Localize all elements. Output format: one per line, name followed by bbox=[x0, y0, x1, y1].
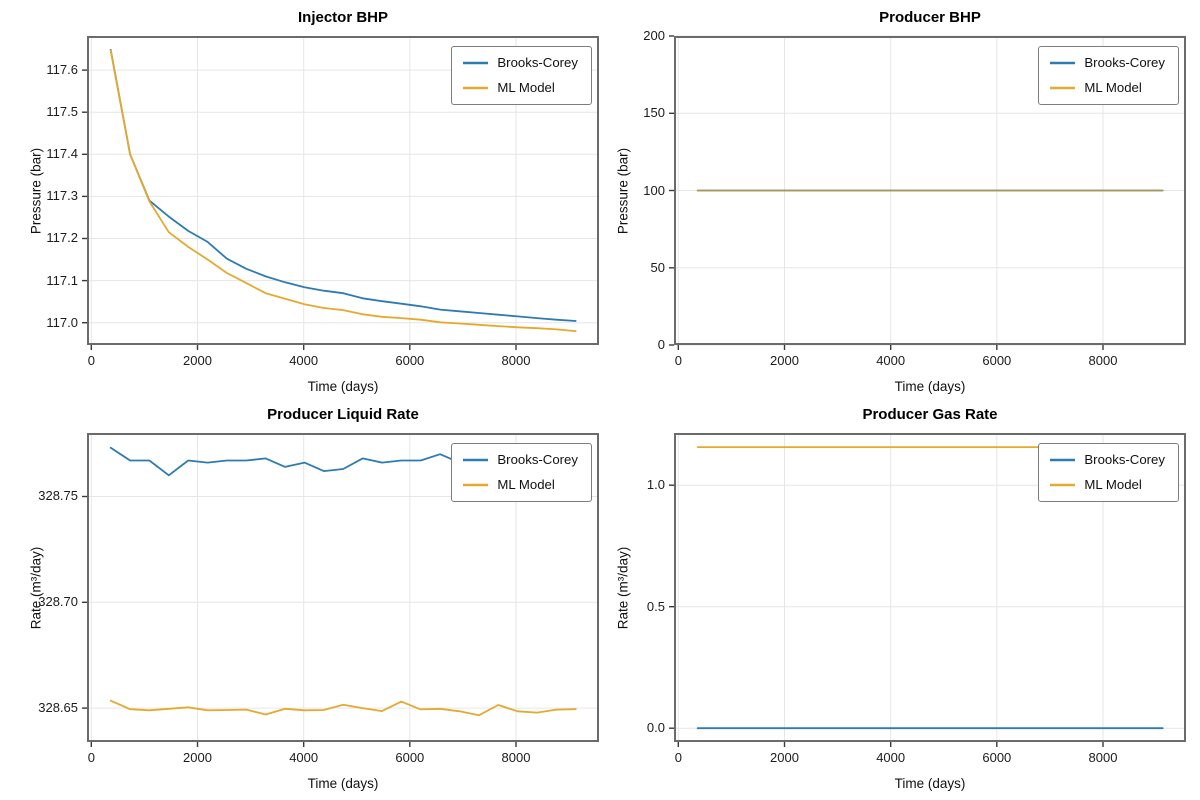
x-tick-label: 0 bbox=[674, 750, 682, 765]
legend-line-sample bbox=[1050, 483, 1076, 486]
x-axis-label: Time (days) bbox=[894, 379, 966, 394]
legend-line-sample bbox=[463, 458, 489, 461]
legend-entry-label: Brooks-Corey bbox=[1084, 452, 1165, 467]
legend-entry-label: ML Model bbox=[1084, 80, 1142, 95]
x-tick-label: 0 bbox=[87, 750, 95, 765]
plot-frame bbox=[87, 36, 599, 345]
y-tick-label: 117.5 bbox=[46, 104, 78, 120]
legend-entry-label: Brooks-Corey bbox=[497, 452, 578, 467]
legend: Brooks-Corey ML Model bbox=[451, 443, 592, 502]
legend: Brooks-Corey ML Model bbox=[1038, 443, 1179, 502]
y-tick-label: 100 bbox=[643, 182, 665, 198]
legend-entry: Brooks-Corey bbox=[1050, 452, 1165, 467]
tick-marks bbox=[669, 35, 1104, 350]
legend-line-sample bbox=[1050, 86, 1076, 89]
series-ml-model bbox=[109, 49, 577, 333]
plot-area bbox=[669, 35, 1186, 350]
legend: Brooks-Corey ML Model bbox=[451, 46, 592, 105]
chart-producer-gas-rate: Producer Gas Rate Rate (m³/day) Time (da… bbox=[616, 406, 1186, 791]
x-tick-label: 8000 bbox=[1088, 750, 1118, 765]
x-tick-label: 4000 bbox=[289, 353, 319, 368]
tick-marks bbox=[669, 484, 1104, 747]
y-tick-label: 328.70 bbox=[38, 594, 78, 610]
legend-entry-label: Brooks-Corey bbox=[497, 55, 578, 70]
x-tick-label: 6000 bbox=[395, 750, 425, 765]
y-tick-label: 50 bbox=[650, 259, 665, 275]
legend-entry-label: ML Model bbox=[497, 477, 555, 492]
x-tick-label: 4000 bbox=[876, 353, 906, 368]
tick-marks bbox=[82, 495, 517, 747]
y-tick-label: 0 bbox=[657, 337, 665, 352]
plot-area bbox=[82, 36, 599, 350]
legend: Brooks-Corey ML Model bbox=[1038, 46, 1179, 105]
x-tick-label: 6000 bbox=[982, 353, 1012, 368]
chart-title: Producer Gas Rate bbox=[862, 406, 998, 423]
x-tick-label: 8000 bbox=[501, 353, 531, 368]
x-tick-label: 6000 bbox=[982, 750, 1012, 765]
y-tick-label: 200 bbox=[643, 28, 665, 43]
plot-area bbox=[82, 433, 599, 747]
y-axis-label: Pressure (bar) bbox=[28, 147, 44, 234]
x-tick-label: 0 bbox=[674, 353, 682, 368]
y-tick-label: 117.6 bbox=[46, 62, 78, 78]
chart-producer-bhp: Producer BHP Pressure (bar) Time (days) … bbox=[616, 9, 1186, 394]
y-axis-label: Rate (m³/day) bbox=[615, 546, 631, 629]
legend-entry: Brooks-Corey bbox=[1050, 55, 1165, 70]
y-tick-label: 117.1 bbox=[46, 272, 78, 288]
y-tick-label: 117.2 bbox=[46, 230, 78, 246]
tick-marks bbox=[82, 69, 517, 350]
series-brooks-corey bbox=[109, 48, 577, 322]
plot-frame bbox=[87, 433, 599, 742]
x-tick-label: 6000 bbox=[395, 353, 425, 368]
legend-entry: Brooks-Corey bbox=[463, 55, 578, 70]
legend-line-sample bbox=[1050, 458, 1076, 461]
x-tick-label: 8000 bbox=[501, 750, 531, 765]
series-ml-model bbox=[109, 699, 577, 717]
legend-entry-label: ML Model bbox=[1084, 477, 1142, 492]
legend-entry-label: Brooks-Corey bbox=[1084, 55, 1165, 70]
legend-line-sample bbox=[463, 483, 489, 486]
plot-frame bbox=[674, 433, 1186, 742]
y-tick-label: 117.0 bbox=[46, 314, 78, 330]
legend-entry: ML Model bbox=[1050, 80, 1165, 95]
legend-entry: ML Model bbox=[463, 80, 578, 95]
data-series bbox=[109, 48, 577, 333]
y-axis-label: Pressure (bar) bbox=[615, 147, 631, 234]
plot-frame bbox=[674, 36, 1186, 345]
y-axis-label: Rate (m³/day) bbox=[28, 546, 44, 629]
x-axis-label: Time (days) bbox=[307, 776, 379, 791]
chart-producer-liquid-rate: Producer Liquid Rate Rate (m³/day) Time … bbox=[29, 406, 599, 791]
x-axis-label: Time (days) bbox=[894, 776, 966, 791]
y-tick-label: 117.4 bbox=[46, 146, 78, 162]
x-tick-label: 2000 bbox=[183, 353, 212, 368]
x-axis-label: Time (days) bbox=[307, 379, 379, 394]
chart-title: Producer Liquid Rate bbox=[267, 406, 419, 423]
x-tick-label: 4000 bbox=[876, 750, 906, 765]
gridlines bbox=[87, 36, 599, 345]
legend-entry: ML Model bbox=[1050, 477, 1165, 492]
x-tick-label: 2000 bbox=[770, 353, 799, 368]
legend-entry-label: ML Model bbox=[497, 80, 555, 95]
legend-entry: Brooks-Corey bbox=[463, 452, 578, 467]
y-tick-label: 328.65 bbox=[38, 700, 78, 716]
legend-line-sample bbox=[1050, 61, 1076, 64]
x-tick-label: 2000 bbox=[770, 750, 799, 765]
legend-line-sample bbox=[463, 61, 489, 64]
legend-line-sample bbox=[463, 86, 489, 89]
y-tick-label: 117.3 bbox=[46, 188, 78, 204]
legend-entry: ML Model bbox=[463, 477, 578, 492]
chart-injector-bhp: Injector BHP Pressure (bar) Time (days) … bbox=[29, 9, 599, 394]
y-tick-label: 150 bbox=[643, 105, 665, 121]
y-tick-label: 1.0 bbox=[646, 477, 665, 493]
y-tick-label: 328.75 bbox=[38, 488, 78, 504]
chart-title: Producer BHP bbox=[879, 9, 981, 26]
x-tick-label: 0 bbox=[87, 353, 95, 368]
x-tick-label: 4000 bbox=[289, 750, 319, 765]
x-tick-label: 2000 bbox=[183, 750, 212, 765]
chart-title: Injector BHP bbox=[297, 9, 388, 26]
y-tick-label: 0.0 bbox=[646, 720, 665, 736]
y-tick-label: 0.5 bbox=[646, 598, 665, 614]
x-tick-label: 8000 bbox=[1088, 353, 1118, 368]
